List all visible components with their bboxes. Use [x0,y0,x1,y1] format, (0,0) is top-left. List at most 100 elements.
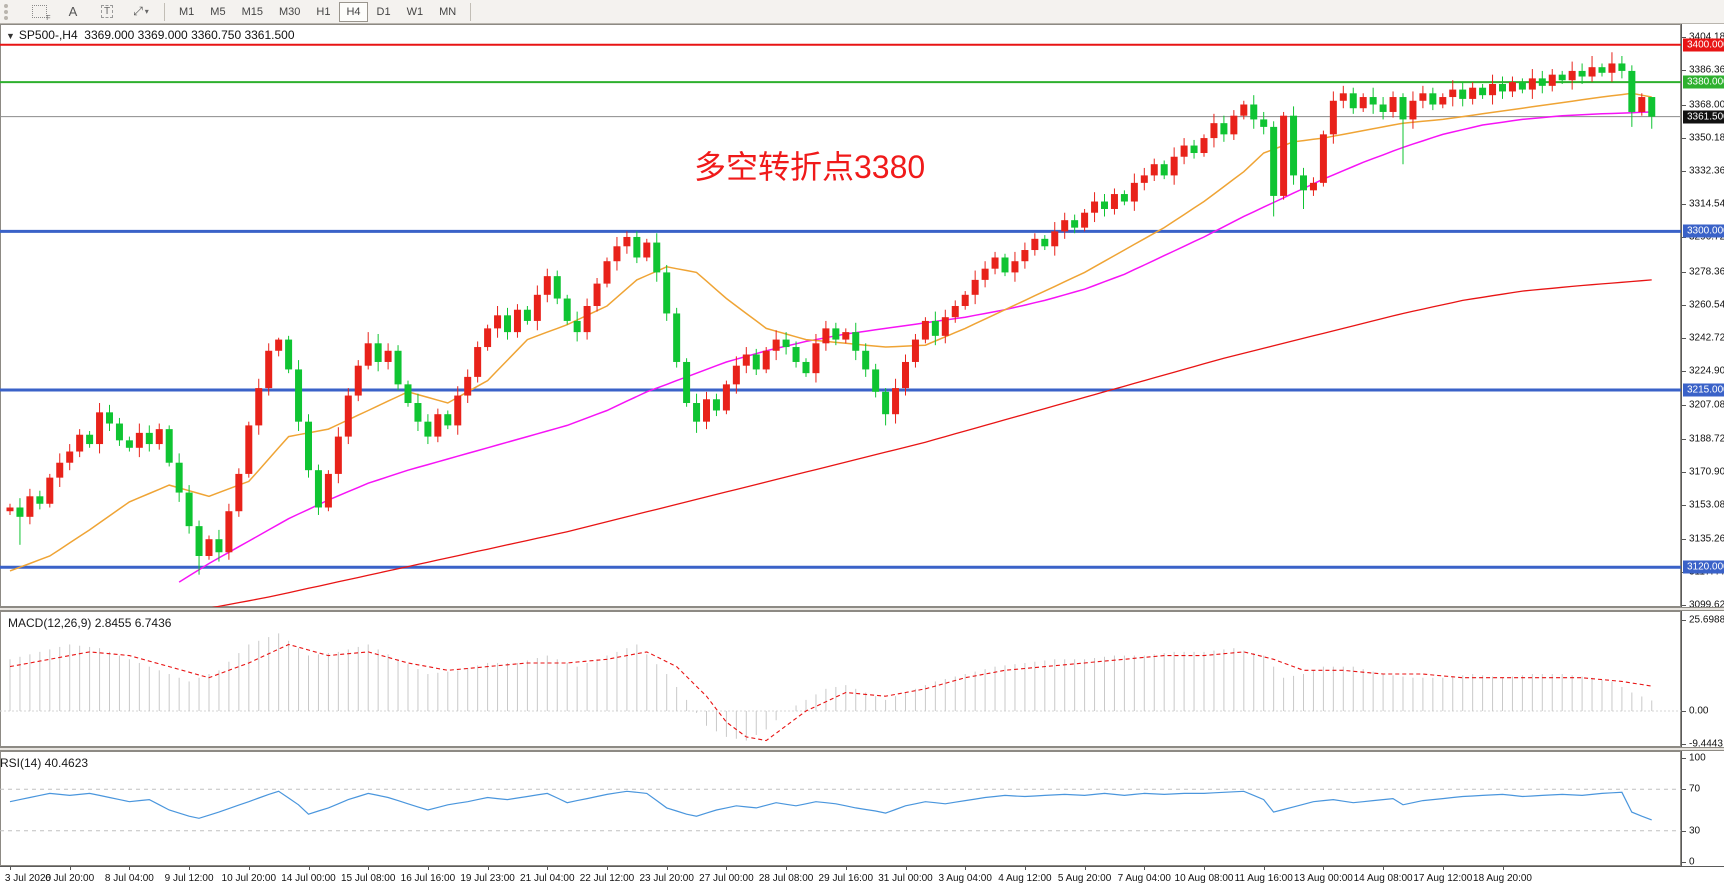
candle-body [1140,175,1148,183]
candle-body [265,350,273,389]
price-tick-label: 3188.720 [1689,433,1724,445]
macd-panel-border [0,611,1681,747]
text-label-tool-icon[interactable]: T [91,1,123,22]
candle-body [1419,93,1427,101]
chart-plot-svg[interactable] [0,24,1724,892]
candle-body [106,412,113,424]
time-tick [69,867,71,870]
candle-body [1180,145,1188,157]
price-tick-label: 3153.080 [1689,499,1724,511]
price-tick-label: 3404.180 [1689,31,1724,43]
axis-tick [1682,830,1686,832]
candle-body [454,395,462,426]
candle-body [1250,104,1258,120]
candle-body [155,429,163,445]
axis-tick [1682,338,1686,340]
time-tick [308,867,310,870]
timeframe-button-h1[interactable]: H1 [316,5,331,18]
symbol-title[interactable]: ▼ SP500-,H4 3369.000 3369.000 3360.750 33… [6,28,295,42]
candle-body [1309,182,1317,191]
candle-body [991,257,999,269]
axis-tick [1682,70,1686,72]
chart-window[interactable]: ▼ SP500-,H4 3369.000 3369.000 3360.750 33… [0,24,1724,892]
candle-body [145,432,153,445]
candle-body [225,511,233,553]
candle-body [504,315,511,333]
timeframe-button-h4[interactable]: H4 [339,1,368,22]
candle-body [1359,97,1367,109]
candle-body [911,339,919,362]
axis-tick [1682,37,1686,38]
candle-body [46,477,54,504]
candle-body [543,276,551,295]
panel-splitter[interactable] [0,747,1724,751]
toolbar-drag-handle[interactable] [4,3,18,20]
candle-body [683,361,691,404]
price-axis[interactable]: 3404.180 3386.360 3368.000 3350.180 3332.360… [1681,24,1724,892]
axis-tick [1682,605,1686,607]
candle-body [822,328,830,344]
rsi-axis-label: 100 [1689,752,1706,764]
candle-body [1280,115,1288,196]
timeframe-button-m15[interactable]: M15 [241,5,263,18]
candle-body [563,298,571,321]
candle-body [1130,182,1138,202]
axis-tick [1682,758,1686,759]
candle-body [125,440,133,448]
time-axis[interactable]: 3 Jul 2020 6 Jul 20:00 8 Jul 04:00 9 Jul 12… [0,866,1724,892]
text-a-tool-icon[interactable]: A [68,4,78,19]
candle-body [1399,97,1407,120]
candle-body [1319,134,1327,183]
symbol-name: SP500-,H4 [18,28,78,42]
candle-body [295,369,303,422]
symbol-ohlc: 3369.000 3369.000 3360.750 3361.500 [84,28,295,42]
candle-body [732,365,740,385]
candle-body [1071,220,1079,228]
panel-splitter[interactable] [0,607,1724,611]
candle-body [1339,93,1347,101]
axis-tick [1682,170,1686,172]
time-tick-label: 11 Aug 16:00 [1234,873,1293,884]
price-level-badge: 3400.000 [1683,38,1724,52]
candle-body [583,305,591,333]
candle-body [1518,82,1526,90]
candle-body [1558,74,1566,81]
candle-body [1618,63,1626,71]
candle-body [902,361,909,389]
candle-body [1608,63,1616,73]
timeframe-button-d1[interactable]: D1 [376,5,391,18]
axis-tick [1682,862,1686,863]
candle-body [882,391,890,415]
grid-f-icon[interactable] [23,1,55,22]
price-tick-label: 3135.260 [1689,533,1724,545]
time-tick-label: 15 Jul 08:00 [340,873,396,884]
candle-body [1489,83,1497,96]
timeframe-button-w1[interactable]: W1 [406,5,424,18]
candle-body [1081,212,1089,228]
candle-body [921,320,929,340]
timeframe-button-m1[interactable]: M1 [179,5,195,18]
arrow-objects-icon[interactable]: ⤢ ▾ [133,4,149,18]
candle-body [643,242,651,258]
candle-body [1598,67,1606,73]
candle-body [752,354,760,370]
time-tick-label: 4 Aug 12:00 [998,873,1052,884]
axis-tick [1682,404,1686,406]
price-tick-label: 3242.720 [1689,332,1724,344]
chart-annotation-text[interactable]: 多空转折点3380 [694,149,926,185]
time-tick [189,867,191,870]
time-tick [607,867,608,870]
candle-body [255,388,263,426]
timeframe-button-m5[interactable]: M5 [210,5,226,18]
timeframe-button-m30[interactable]: M30 [278,5,301,18]
time-tick-label: 19 Jul 23:00 [460,873,515,884]
candle-body [6,507,14,512]
candle-body [245,425,253,474]
candle-body [1101,201,1108,209]
macd-signal-line [9,643,1652,742]
chevron-down-icon[interactable]: ▼ [6,31,15,41]
axis-tick [1682,438,1686,440]
timeframe-button-mn[interactable]: MN [439,5,457,18]
time-tick [965,867,967,870]
price-level-badge: 3380.000 [1683,75,1724,89]
